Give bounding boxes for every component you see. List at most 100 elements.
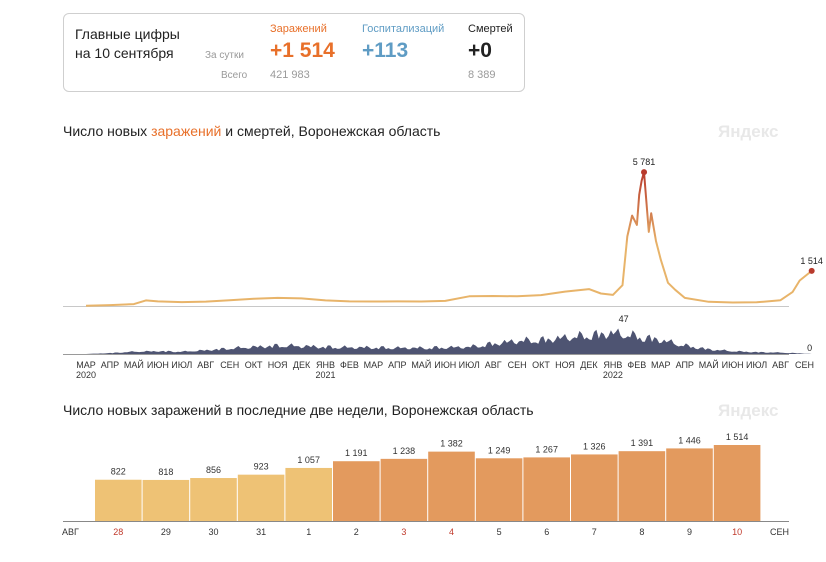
- month-tick-label: НОЯ: [555, 360, 575, 370]
- month-tick-label: ИЮН: [147, 360, 169, 370]
- bar: [523, 457, 570, 521]
- bar-category-label: 3: [401, 527, 406, 537]
- bar: [380, 458, 428, 521]
- month-tick-label: МАР: [76, 360, 96, 370]
- year-tick-label: 2022: [603, 370, 623, 380]
- bar-category-label: 31: [256, 527, 266, 537]
- bar-category-label: 28: [113, 527, 123, 537]
- summary-card: Главные цифры на 10 сентября За сутки Вс…: [63, 13, 525, 92]
- bar-category-label: 9: [687, 527, 692, 537]
- title-part-post: и смертей, Воронежская область: [221, 123, 441, 139]
- bar: [571, 454, 618, 521]
- bar: [237, 474, 285, 521]
- year-tick-label: 2020: [76, 370, 96, 380]
- bar-value-label: 1 391: [631, 438, 654, 448]
- month-tick-label: ИЮЛ: [171, 360, 192, 370]
- month-tick-label: ИЮН: [434, 360, 456, 370]
- month-tick-label: СЕН: [220, 360, 239, 370]
- bar: [142, 479, 190, 521]
- month-tick-label: ЯНВ: [603, 360, 622, 370]
- deaths-label: Смертей: [468, 23, 513, 35]
- month-tick-label: АПР: [101, 360, 119, 370]
- year-tick-label: 2021: [315, 370, 335, 380]
- deaths-area: [86, 328, 812, 354]
- bar: [95, 479, 142, 521]
- month-tick-label: ОКТ: [245, 360, 263, 370]
- bar-value-label: 856: [206, 465, 221, 475]
- month-tick-label: ИЮЛ: [746, 360, 767, 370]
- bar-value-label: 818: [158, 467, 173, 477]
- month-tick-label: МАЙ: [124, 359, 144, 370]
- bar-value-label: 822: [111, 467, 126, 477]
- summary-title-line2: на 10 сентября: [75, 45, 174, 61]
- bar: [333, 461, 380, 521]
- two-weeks-chart-title: Число новых заражений в последние две не…: [63, 402, 534, 418]
- infections-total: 421 983: [270, 69, 310, 81]
- infections-label: Заражений: [270, 23, 327, 35]
- last-marker: [808, 267, 815, 274]
- bar-value-label: 1 326: [583, 441, 606, 451]
- month-tick-label: АПР: [676, 360, 694, 370]
- month-tick-label: АПР: [388, 360, 406, 370]
- last-label: 1 514: [800, 256, 823, 266]
- month-tick-label: ОКТ: [532, 360, 550, 370]
- month-tick-label: МАЙ: [411, 359, 431, 370]
- month-tick-label: МАР: [364, 360, 384, 370]
- hospitalizations-day: +113: [362, 39, 409, 62]
- title-highlight: заражений: [151, 123, 222, 139]
- bar-category-label: 7: [592, 527, 597, 537]
- bar-category-label: 6: [544, 527, 549, 537]
- bar-category-label: 1: [306, 527, 311, 537]
- month-tick-label: АВГ: [197, 360, 214, 370]
- bar: [428, 451, 475, 521]
- bar-value-label: 1 267: [535, 444, 558, 454]
- bar-category-label: 8: [639, 527, 644, 537]
- month-right-label: СЕН: [770, 527, 789, 537]
- hospitalizations-label: Госпитализаций: [362, 23, 445, 35]
- cases-line: [85, 171, 813, 307]
- month-tick-label: ДЕК: [293, 360, 311, 370]
- bar-value-label: 1 514: [726, 432, 749, 442]
- deaths-last-label: 0: [807, 343, 812, 353]
- bar-value-label: 1 057: [297, 455, 320, 465]
- bar-category-label: 5: [497, 527, 502, 537]
- deaths-day: +0: [468, 39, 492, 62]
- bar: [713, 445, 761, 521]
- month-tick-label: ФЕВ: [627, 360, 646, 370]
- bar: [190, 478, 237, 521]
- month-tick-label: СЕН: [508, 360, 527, 370]
- month-tick-label: СЕН: [795, 360, 814, 370]
- bar-value-label: 1 249: [488, 445, 511, 455]
- month-tick-label: МАР: [651, 360, 671, 370]
- month-tick-label: ИЮЛ: [459, 360, 480, 370]
- month-tick-label: АВГ: [772, 360, 789, 370]
- bar: [475, 458, 523, 521]
- yandex-watermark-2: Яндекс: [718, 401, 779, 420]
- month-left-label: АВГ: [62, 527, 79, 537]
- month-tick-label: ЯНВ: [316, 360, 335, 370]
- bar-value-label: 1 382: [440, 439, 463, 449]
- row-label-total: Всего: [221, 70, 248, 81]
- summary-title-line1: Главные цифры: [75, 26, 180, 42]
- month-tick-label: МАЙ: [699, 359, 719, 370]
- bar-category-label: 4: [449, 527, 454, 537]
- title-part-pre: Число новых: [63, 123, 152, 139]
- bar-category-label: 29: [161, 527, 171, 537]
- month-tick-label: АВГ: [485, 360, 502, 370]
- bar-category-label: 2: [354, 527, 359, 537]
- row-label-day: За сутки: [205, 50, 244, 61]
- bar: [618, 451, 666, 521]
- bar-category-label: 10: [732, 527, 742, 537]
- month-tick-label: ДЕК: [580, 360, 598, 370]
- month-tick-label: НОЯ: [268, 360, 288, 370]
- bar-value-label: 1 191: [345, 448, 368, 458]
- month-tick-label: ФЕВ: [340, 360, 359, 370]
- peak-label: 5 781: [633, 157, 656, 167]
- month-tick-label: ИЮН: [722, 360, 744, 370]
- bar: [666, 448, 713, 521]
- cases-deaths-chart-title: Число новых заражений и смертей, Воронеж…: [63, 123, 440, 139]
- bar-value-label: 923: [254, 462, 269, 472]
- summary-title: Главные цифры на 10 сентября: [75, 25, 180, 63]
